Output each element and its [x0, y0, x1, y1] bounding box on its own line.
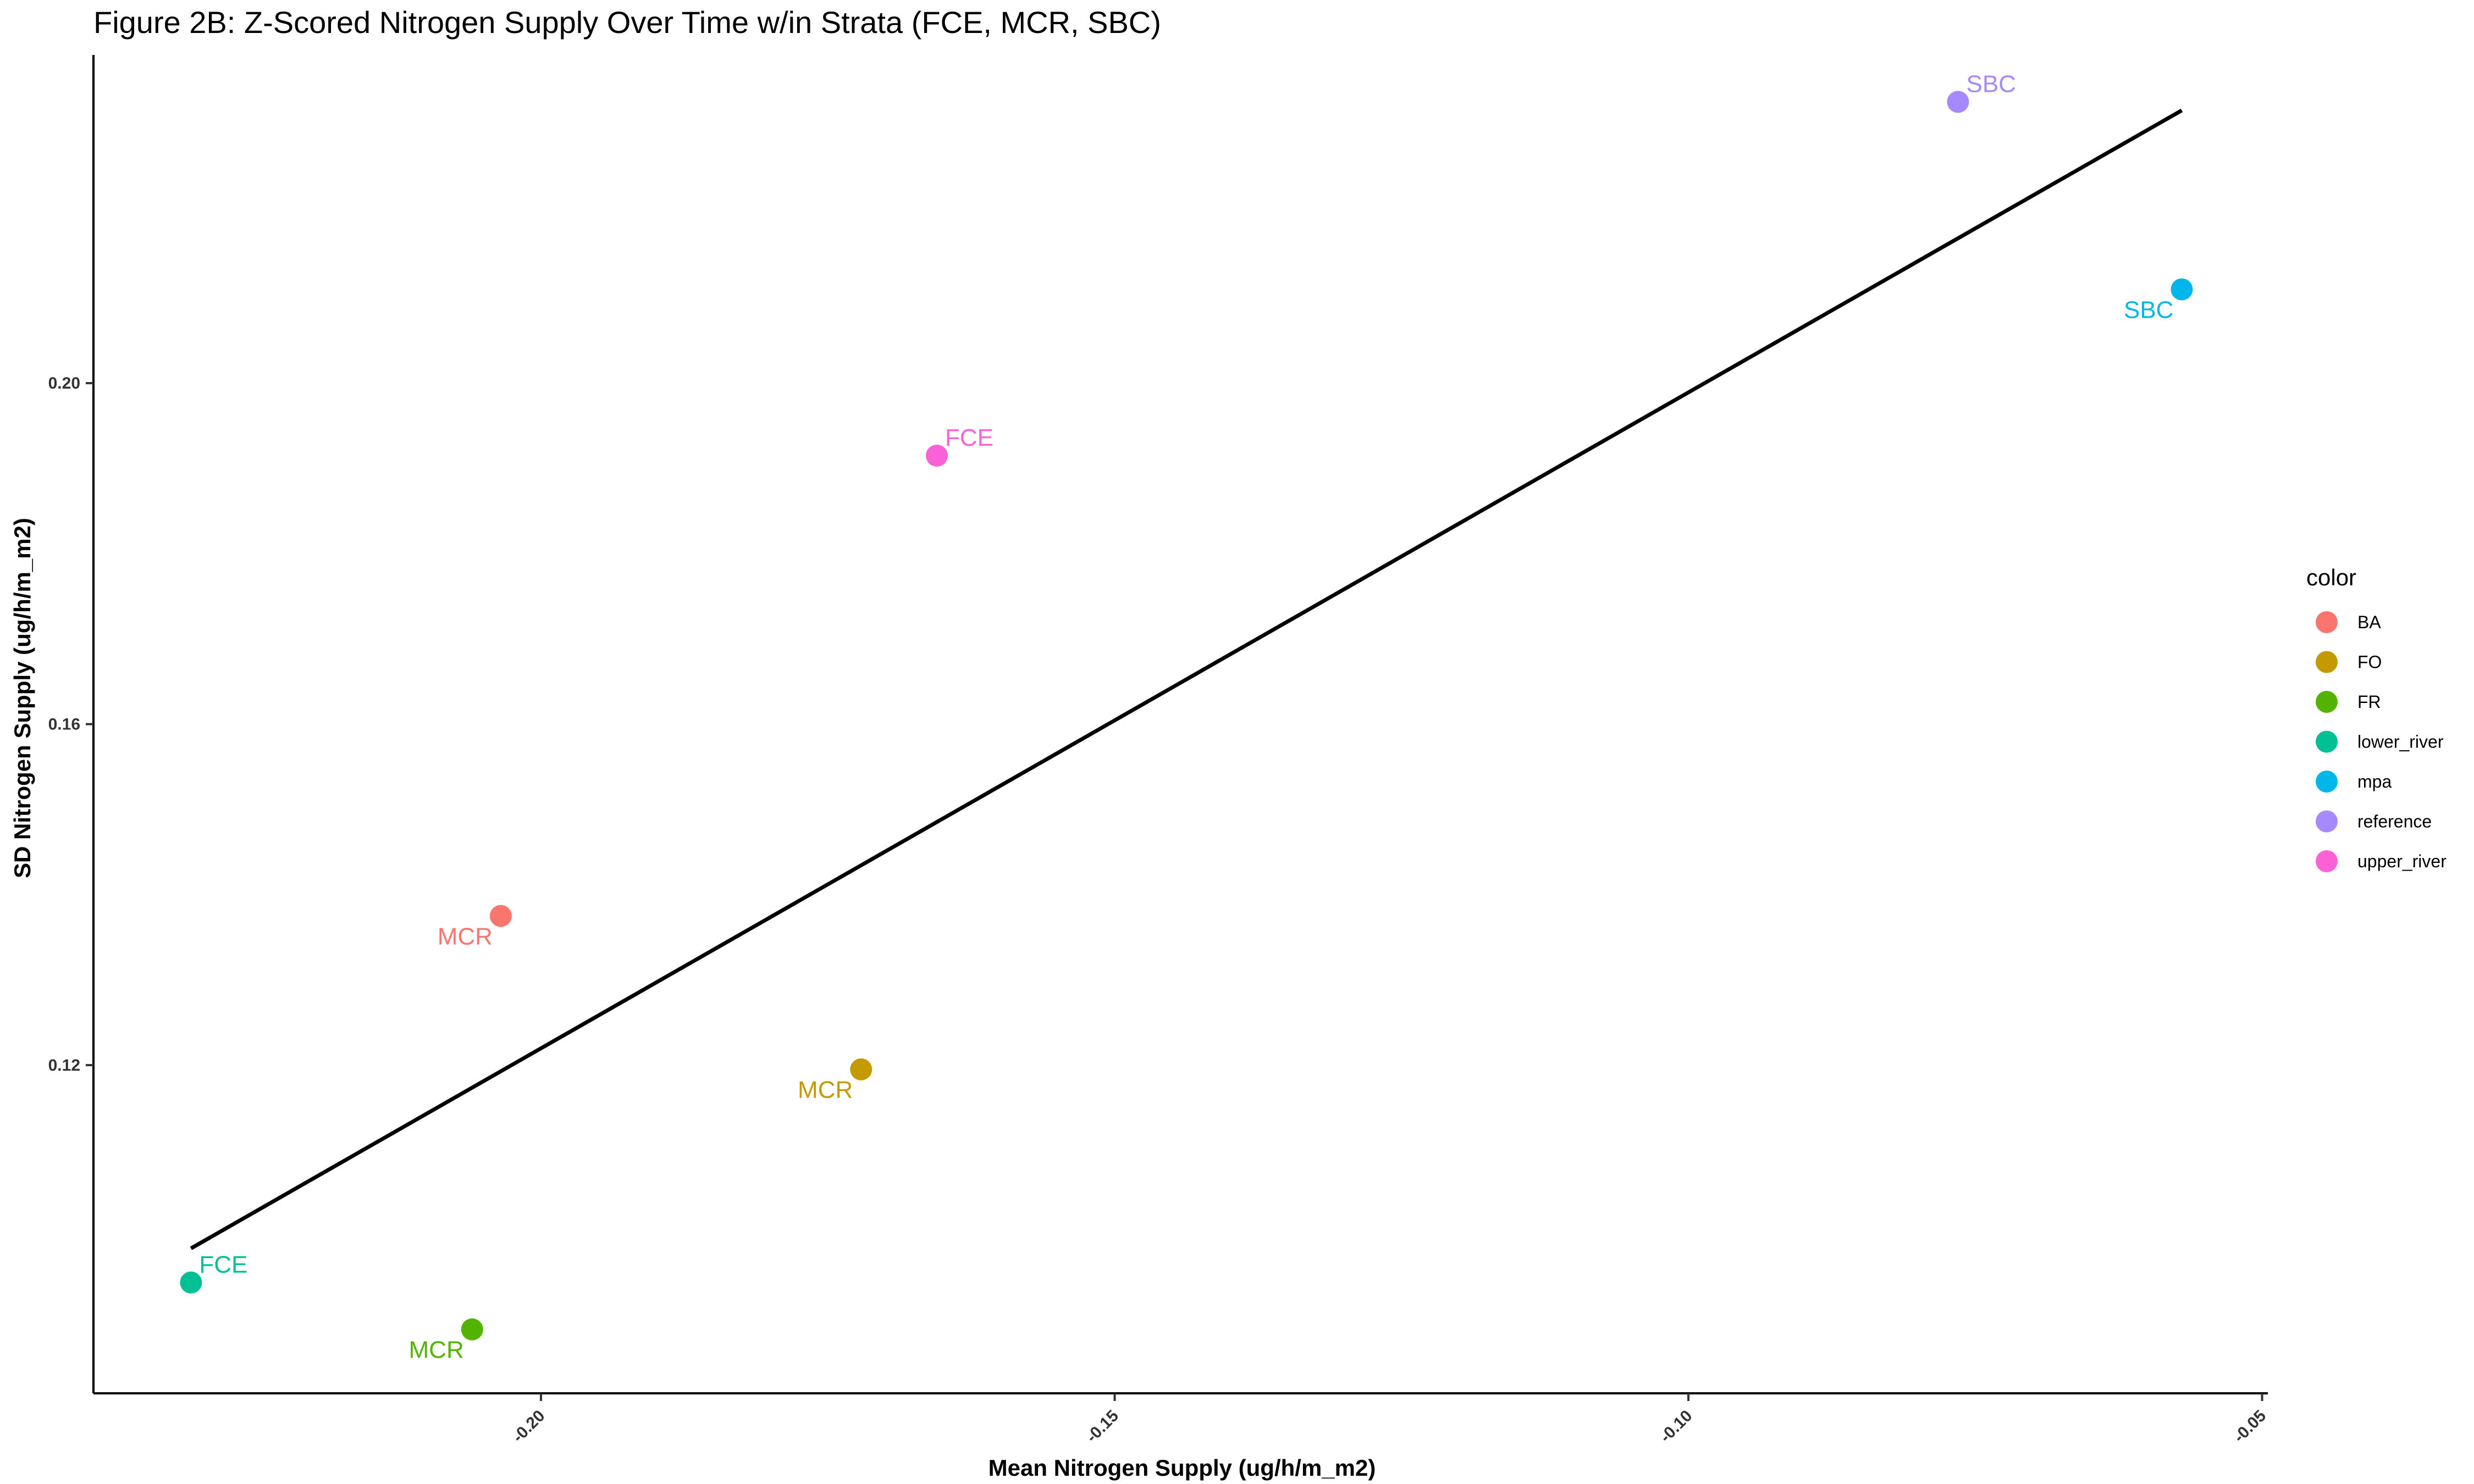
y-tick-label: 0.16	[48, 716, 80, 734]
data-point-label: FCE	[945, 424, 993, 451]
legend-swatch	[2316, 771, 2338, 793]
data-point	[1947, 91, 1969, 113]
plot-area: -0.20 -0.15 -0.10 -0.05 0.120.160.20 MCRMCR…	[48, 55, 2269, 1446]
x-tick-label: -0.05	[2230, 1407, 2270, 1446]
x-tick-label: -0.10	[1656, 1407, 1696, 1446]
y-axis-title: SD Nitrogen Supply (ug/h/m_m2)	[9, 518, 35, 878]
legend-swatch	[2316, 730, 2338, 753]
data-point	[2171, 278, 2193, 301]
data-point	[461, 1318, 483, 1341]
data-point-label: MCR	[409, 1337, 464, 1364]
y-tick-label: 0.20	[48, 374, 80, 392]
legend-label: mpa	[2357, 772, 2392, 791]
data-point-label: MCR	[798, 1077, 853, 1104]
legend-label: FO	[2357, 652, 2382, 672]
fit-line	[190, 108, 2183, 1250]
x-tick-label: -0.15	[1083, 1407, 1122, 1446]
legend-swatch	[2316, 651, 2338, 673]
legend-swatch	[2316, 810, 2338, 833]
legend-label: lower_river	[2357, 732, 2444, 752]
data-point	[180, 1271, 202, 1294]
data-point-label: SBC	[1966, 70, 2015, 97]
data-point	[925, 444, 948, 467]
data-point-label: SBC	[2124, 297, 2173, 324]
x-tick-label: -0.20	[509, 1407, 549, 1446]
legend-label: upper_river	[2357, 851, 2447, 871]
legend-label: reference	[2357, 812, 2432, 832]
legend-swatch	[2316, 691, 2338, 713]
chart-title: Figure 2B: Z-Scored Nitrogen Supply Over…	[93, 5, 1161, 40]
data-point	[489, 905, 512, 927]
data-point	[850, 1058, 872, 1081]
y-axis-ticks: 0.12 0.16 0.20	[48, 374, 93, 1075]
data-points: MCR MCR MCR FCE SBC SBC FCE	[180, 70, 2193, 1364]
data-point-label: FCE	[199, 1251, 247, 1278]
x-axis-title: Mean Nitrogen Supply (ug/h/m_m2)	[989, 1455, 1376, 1481]
legend-swatch	[2316, 850, 2338, 872]
legend-swatch	[2316, 611, 2338, 633]
legend-label: BA	[2357, 612, 2381, 632]
x-axis-ticks: -0.20 -0.15 -0.10 -0.05	[509, 1393, 2269, 1446]
legend-label: FR	[2357, 692, 2381, 712]
legend-title: color	[2306, 564, 2356, 590]
data-point-label: MCR	[438, 923, 493, 950]
y-tick-label: 0.12	[48, 1056, 80, 1075]
